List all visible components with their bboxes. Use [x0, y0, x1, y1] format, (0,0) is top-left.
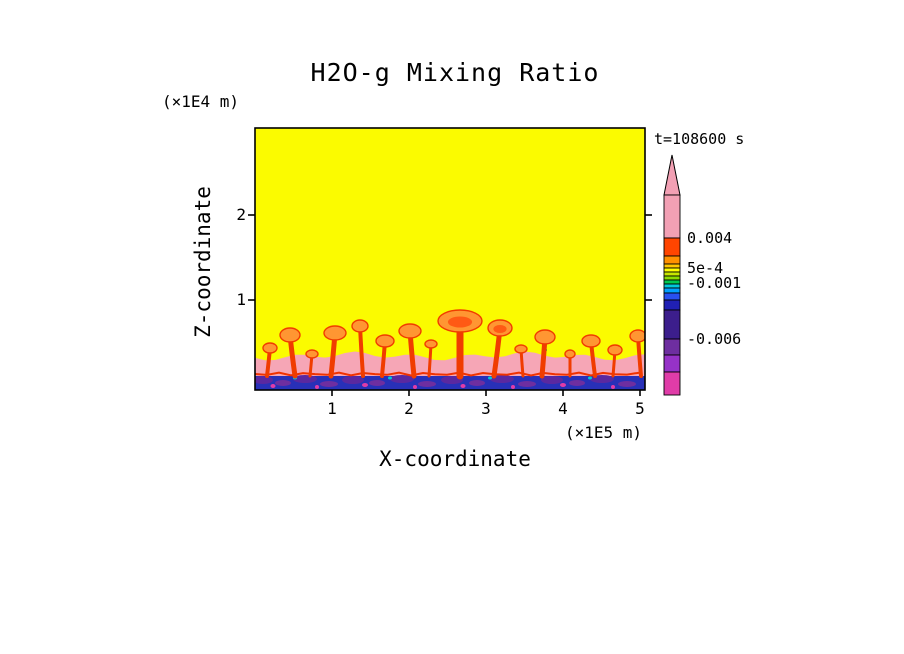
y-axis-unit: (×1E4 m): [162, 92, 240, 111]
speckle: [388, 376, 392, 380]
surface-interface-line: [255, 371, 640, 377]
colorbar-segment: [663, 255, 681, 265]
colorbar: [663, 154, 681, 396]
plume-cap: [351, 319, 369, 333]
colorbar-segment: [663, 354, 681, 373]
plume-cap: [607, 344, 623, 356]
x-tick-label: 2: [404, 399, 414, 418]
speckle: [560, 383, 566, 387]
plume-cap: [375, 334, 395, 348]
x-tick-label: 5: [635, 399, 645, 418]
colorbar-segment: [663, 371, 681, 396]
y-axis-label: Z-coordinate: [191, 186, 215, 338]
field-interior: [255, 128, 645, 390]
colorbar-segment: [663, 287, 681, 294]
plume-cap: [262, 342, 278, 354]
colorbar-tick-label: -0.006: [687, 330, 742, 348]
speckle: [270, 384, 276, 388]
speckle: [342, 376, 364, 384]
plume-stem: [427, 342, 433, 378]
colorbar-segment: [663, 338, 681, 356]
surface-band: [255, 351, 645, 376]
plume-cap: [564, 349, 576, 359]
speckle: [460, 384, 466, 388]
speckle: [320, 381, 338, 387]
plume-core: [493, 325, 507, 333]
x-tick-label: 4: [558, 399, 568, 418]
speckle: [369, 380, 385, 386]
plume-cap: [424, 339, 438, 349]
x-axis-unit: (×1E5 m): [565, 423, 643, 442]
speckle: [362, 383, 368, 387]
speckle: [275, 380, 291, 386]
x-axis-label: X-coordinate: [379, 447, 531, 471]
speckle: [469, 380, 485, 386]
time-annotation: t=108600 s: [654, 130, 745, 148]
contour-field: [255, 128, 645, 390]
y-tick-label: 1: [236, 290, 246, 309]
plume-cap: [323, 325, 347, 341]
colorbar-segment: [663, 292, 681, 301]
speckle: [315, 385, 319, 389]
speckle: [390, 375, 414, 383]
speckle: [255, 376, 273, 384]
x-tick-label: 1: [327, 399, 337, 418]
plume-cap: [581, 334, 601, 348]
colorbar-tick-label: -0.001: [687, 274, 742, 292]
colorbar-segment: [663, 279, 681, 285]
colorbar-segment: [663, 275, 681, 281]
plume-cap: [629, 329, 645, 343]
colorbar-segment: [663, 267, 681, 273]
colorbar-tick-label: 5e-4: [687, 259, 724, 277]
x-tick-label: 3: [481, 399, 491, 418]
plume-core: [447, 316, 473, 328]
speckle: [488, 376, 492, 380]
plot-frame: [254, 127, 646, 391]
speckle: [418, 381, 436, 387]
speckle: [569, 380, 585, 386]
colorbar-segment: [663, 283, 681, 289]
plume-cap: [305, 349, 319, 359]
colorbar-segment: [663, 309, 681, 340]
speckle: [588, 376, 592, 380]
speckle: [413, 385, 417, 389]
colorbar-arrow: [663, 154, 681, 196]
plume-cap: [534, 329, 556, 345]
colorbar-segment: [663, 263, 681, 269]
chart-title: H2O-g Mixing Ratio: [310, 58, 600, 87]
plume-cap: [514, 344, 528, 354]
speckle: [541, 376, 563, 384]
colorbar-segment: [663, 299, 681, 311]
plume-cap: [279, 327, 301, 343]
colorbar-segment: [663, 271, 681, 277]
speckle: [518, 381, 536, 387]
speckle: [511, 385, 515, 389]
plume-cap: [398, 323, 422, 339]
colorbar-tick-label: 0.004: [687, 229, 733, 247]
speckle: [618, 381, 636, 387]
speckle: [611, 385, 615, 389]
y-tick-label: 2: [236, 205, 246, 224]
colorbar-segment: [663, 237, 681, 257]
colorbar-segment: [663, 194, 681, 239]
